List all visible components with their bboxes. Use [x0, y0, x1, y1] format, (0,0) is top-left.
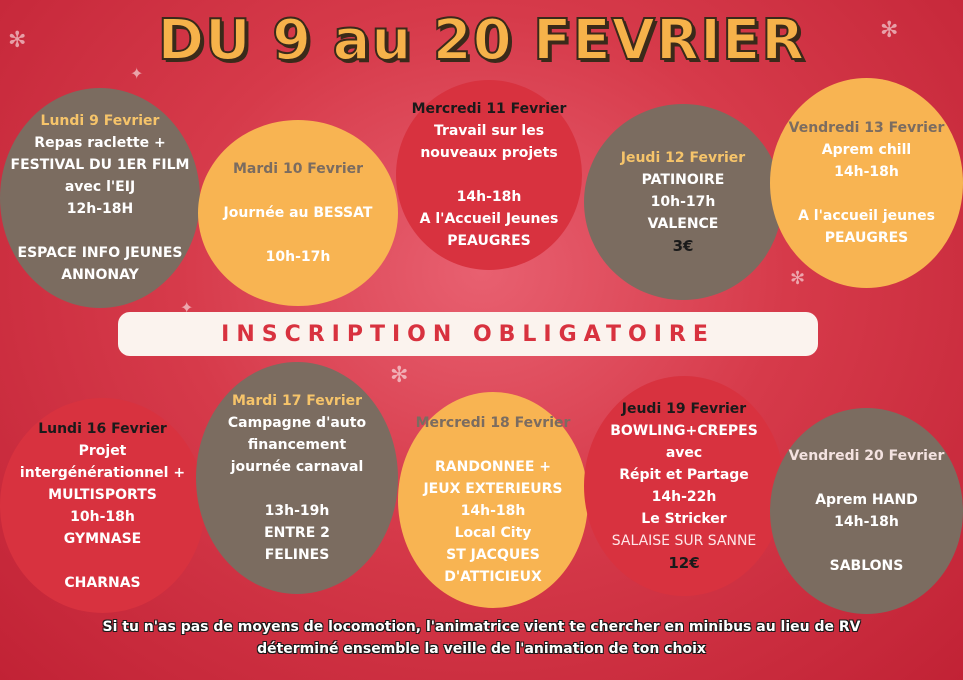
event-price: 3€: [672, 237, 694, 255]
event-line: avec l'EIJ: [64, 179, 136, 195]
event-vendredi-20: Vendredi 20 Fevrier Aprem HAND 14h-18h S…: [770, 408, 963, 614]
event-day: Lundi 9 Fevrier: [40, 113, 160, 129]
event-line: ENTRE 2: [264, 525, 330, 541]
event-place: PEAUGRES: [824, 230, 909, 246]
event-place: ANNONAY: [61, 267, 139, 283]
event-line: GYMNASE: [63, 530, 142, 547]
event-time: 14h-22h: [651, 489, 717, 505]
event-line: ST JACQUES: [446, 547, 540, 563]
event-line: nouveaux projets: [420, 145, 558, 161]
event-mardi-10: Mardi 10 Fevrier Journée au BESSAT 10h-1…: [198, 120, 398, 306]
registration-banner: INSCRIPTION OBLIGATOIRE: [118, 312, 818, 356]
event-place: PEAUGRES: [447, 233, 531, 249]
event-line: FESTIVAL DU 1ER FILM: [10, 157, 190, 173]
transport-note-line: Si tu n'as pas de moyens de locomotion, …: [102, 619, 861, 635]
event-line: A l'Accueil Jeunes: [419, 211, 559, 227]
event-day: Lundi 16 Fevrier: [38, 420, 167, 437]
event-mercredi-18: Mercredi 18 Fevrier RANDONNEE + JEUX EXT…: [398, 392, 588, 608]
event-line: Local City: [454, 525, 532, 541]
snowflake-icon: ✻: [390, 363, 409, 388]
event-line: Campagne d'auto: [227, 415, 367, 431]
event-price: 12€: [668, 554, 700, 572]
event-day: Jeudi 19 Fevrier: [621, 401, 747, 417]
event-time: 14h-18h: [460, 503, 526, 519]
event-line: BOWLING+CREPES avec: [610, 423, 758, 461]
event-line: Aprem HAND: [815, 492, 918, 508]
transport-note: Si tu n'as pas de moyens de locomotion, …: [0, 616, 963, 660]
event-day: Vendredi 13 Fevrier: [788, 120, 945, 136]
event-time: 14h-18h: [834, 164, 899, 180]
event-day: Jeudi 12 Fevrier: [620, 150, 746, 166]
snowflake-icon: ✦: [130, 64, 144, 83]
event-place: CHARNAS: [64, 574, 141, 591]
event-line: Le Stricker: [641, 511, 727, 527]
event-line: RANDONNEE +: [434, 459, 552, 475]
event-jeudi-12: Jeudi 12 Fevrier PATINOIRE 10h-17h VALEN…: [584, 104, 782, 300]
event-day: Vendredi 20 Fevrier: [788, 448, 945, 464]
snowflake-icon: ✻: [8, 28, 27, 53]
event-line: A l'accueil jeunes: [798, 208, 935, 224]
event-place: SALAISE SUR SANNE: [611, 533, 757, 549]
event-day: Mercredi 11 Fevrier: [411, 101, 567, 117]
event-time: 10h-18h: [70, 508, 135, 525]
event-line: Répit et Partage: [619, 467, 749, 483]
event-day: Mercredi 18 Fevrier: [415, 415, 571, 431]
event-line: Projet: [78, 442, 127, 459]
event-time: 13h-19h: [264, 503, 330, 519]
event-mercredi-11: Mercredi 11 Fevrier Travail sur les nouv…: [396, 80, 582, 270]
event-line: Aprem chill: [821, 142, 912, 158]
snowflake-icon: ✻: [790, 268, 806, 289]
event-time: 12h-18H: [66, 201, 134, 217]
event-place: FELINES: [264, 547, 330, 563]
event-line: PATINOIRE: [641, 172, 725, 188]
event-place: VALENCE: [647, 216, 719, 232]
event-time: 14h-18h: [456, 189, 522, 205]
event-line: Travail sur les: [433, 123, 545, 139]
event-line: Repas raclette +: [34, 135, 166, 151]
event-line: intergénérationnel +: [19, 464, 186, 481]
event-day: Mardi 17 Fevrier: [231, 393, 363, 409]
event-time: 10h-17h: [650, 194, 716, 210]
event-time: 14h-18h: [834, 514, 899, 530]
event-line: Journée au BESSAT: [223, 205, 373, 221]
event-line: JEUX EXTERIEURS: [423, 481, 563, 497]
snowflake-icon: ✻: [880, 18, 899, 43]
page-title: DU 9 au 20 FEVRIER: [157, 7, 806, 74]
event-line: ESPACE INFO JEUNES: [17, 245, 183, 261]
event-jeudi-19: Jeudi 19 Fevrier BOWLING+CREPES avec Rép…: [584, 376, 784, 596]
event-mardi-17: Mardi 17 Fevrier Campagne d'auto finance…: [196, 362, 398, 594]
event-time: 10h-17h: [265, 249, 331, 265]
snowflake-icon: ✦: [180, 298, 194, 317]
event-vendredi-13: Vendredi 13 Fevrier Aprem chill 14h-18h …: [770, 78, 963, 288]
event-line: journée carnaval: [230, 459, 364, 475]
event-place: D'ATTICIEUX: [444, 569, 542, 585]
event-place: SABLONS: [829, 558, 904, 574]
event-line: financement: [247, 437, 347, 453]
event-lundi-9: Lundi 9 Fevrier Repas raclette + FESTIVA…: [0, 88, 200, 308]
event-lundi-16: Lundi 16 Fevrier Projet intergénérationn…: [0, 398, 205, 613]
event-day: Mardi 10 Fevrier: [232, 161, 364, 177]
transport-note-line: déterminé ensemble la veille de l'animat…: [257, 641, 706, 657]
event-line: MULTISPORTS: [48, 486, 157, 503]
